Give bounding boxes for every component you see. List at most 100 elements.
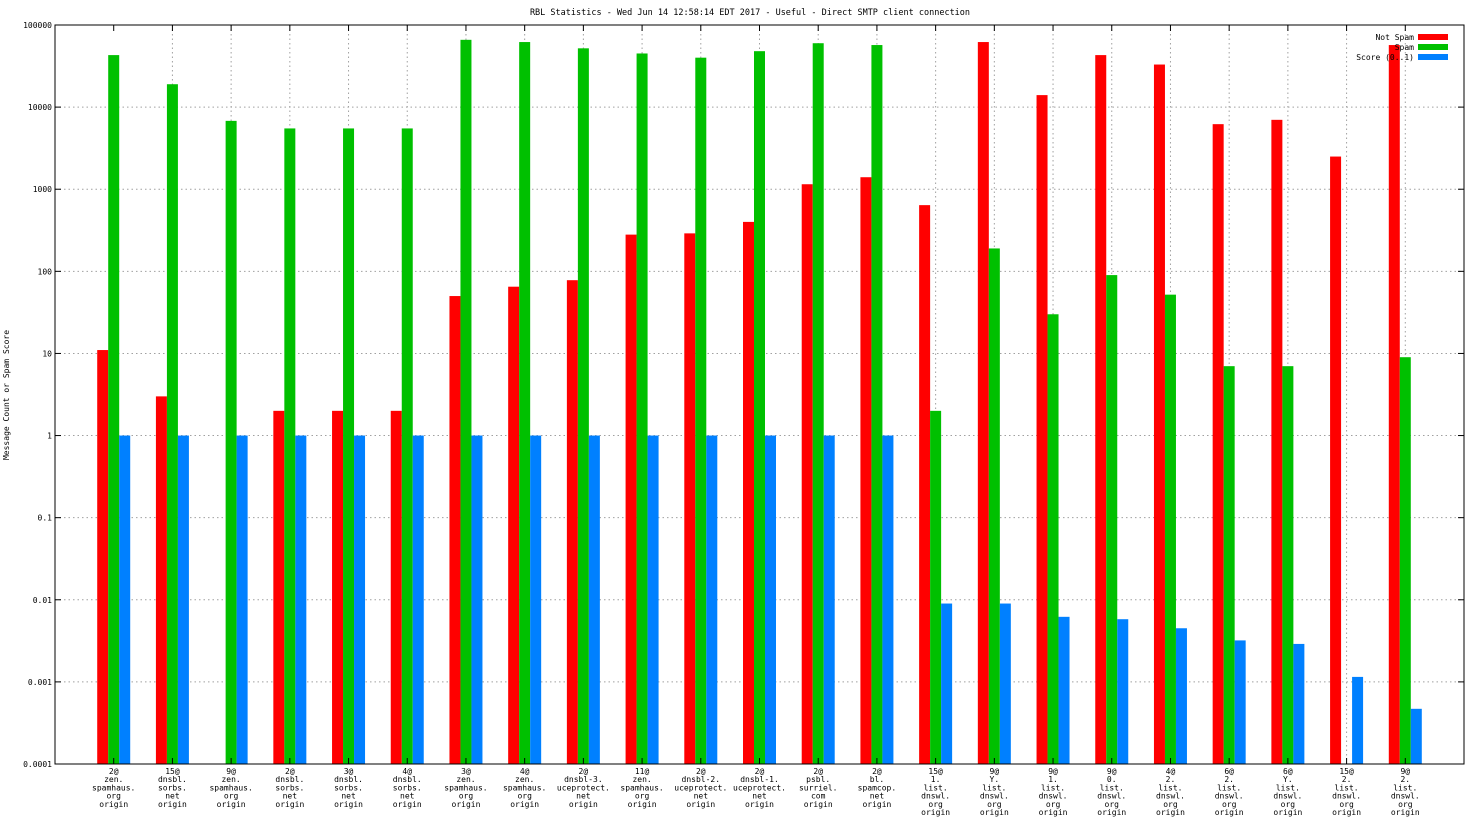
bar-not-spam (801, 184, 813, 764)
x-tick-label: 9@ 2. list. dnswl. org origin (1391, 767, 1420, 817)
bar-spam (871, 45, 883, 764)
bar-not-spam (1271, 119, 1283, 765)
y-tick-label: 1000 (33, 185, 52, 194)
y-tick-label: 0.001 (28, 678, 52, 687)
x-tick-label: 15@ dnsbl. sorbs. net origin (158, 767, 187, 809)
bar-spam (108, 55, 120, 764)
bar-not-spam (273, 410, 285, 764)
legend-swatch (1418, 54, 1448, 60)
bar-not-spam (566, 280, 578, 764)
bar-spam (812, 43, 824, 764)
bar-score-0-1 (1175, 628, 1187, 764)
bar-score-0-1 (412, 435, 424, 764)
bar-not-spam (155, 396, 167, 764)
bar-score-0-1 (1117, 619, 1129, 764)
bar-not-spam (1095, 55, 1107, 764)
legend-label: Spam (1395, 43, 1414, 52)
bar-spam (519, 42, 531, 765)
y-tick-label: 10 (42, 349, 52, 358)
y-axis-label: Message Count or Spam Score (2, 330, 11, 460)
bar-spam (401, 128, 413, 764)
x-tick-label: 6@ Y. list. dnswl. org origin (1273, 767, 1302, 817)
bar-not-spam (919, 205, 931, 765)
bar-spam (577, 48, 589, 765)
x-tick-label: 9@ 0. list. dnswl. org origin (1097, 767, 1126, 817)
bar-spam (1223, 366, 1235, 764)
bar-not-spam (449, 296, 461, 764)
x-tick-label: 11@ zen. spamhaus. org origin (620, 767, 663, 809)
y-tick-label: 100 (38, 267, 53, 276)
chart-title: RBL Statistics - Wed Jun 14 12:58:14 EDT… (530, 8, 970, 18)
bar-not-spam (1330, 156, 1342, 764)
legend-swatch (1418, 34, 1448, 40)
bar-not-spam (332, 410, 344, 764)
bar-score-0-1 (882, 435, 894, 764)
bar-not-spam (1388, 45, 1400, 764)
x-tick-label: 15@ 2. list. dnswl. org origin (1332, 767, 1361, 817)
y-tick-label: 100000 (23, 21, 52, 30)
legend-label: Not Spam (1375, 33, 1414, 42)
y-tick-label: 0.0001 (23, 760, 52, 769)
x-tick-label: 4@ zen. spamhaus. org origin (503, 767, 546, 809)
x-tick-label: 9@ zen. spamhaus. org origin (209, 767, 252, 809)
bar-score-0-1 (941, 603, 953, 764)
bar-spam (636, 53, 648, 765)
bar-spam (225, 120, 237, 764)
bar-score-0-1 (1352, 676, 1364, 764)
bar-score-0-1 (647, 435, 659, 764)
x-tick-label: 2@ bl. spamcop. net origin (858, 767, 897, 809)
x-tick-label: 2@ dnsbl-2. uceprotect. net origin (674, 767, 727, 809)
bar-spam (930, 410, 942, 764)
bar-score-0-1 (1410, 708, 1422, 764)
bar-score-0-1 (471, 435, 483, 764)
bar-spam (988, 248, 1000, 764)
x-tick-label: 3@ zen. spamhaus. org origin (444, 767, 487, 809)
bar-score-0-1 (295, 435, 307, 764)
bar-score-0-1 (706, 435, 718, 764)
bar-not-spam (1212, 124, 1224, 764)
bar-spam (1282, 366, 1294, 764)
bar-spam (166, 84, 178, 764)
bar-score-0-1 (177, 435, 189, 764)
x-tick-label: 3@ dnsbl. sorbs. net origin (334, 767, 363, 809)
bar-score-0-1 (1234, 640, 1246, 764)
x-tick-label: 9@ Y. list. dnswl. org origin (980, 767, 1009, 817)
bar-spam (1164, 294, 1176, 764)
x-tick-label: 2@ dnsbl-3. uceprotect. net origin (557, 767, 610, 809)
legend-swatch (1418, 44, 1448, 50)
bar-not-spam (1153, 64, 1165, 765)
bar-score-0-1 (999, 603, 1011, 764)
bar-score-0-1 (119, 435, 131, 764)
bar-spam (284, 128, 296, 764)
y-tick-label: 0.01 (33, 596, 52, 605)
y-tick-label: 10000 (28, 103, 52, 112)
bar-score-0-1 (530, 435, 542, 764)
bar-score-0-1 (1058, 616, 1070, 764)
legend-label: Score (0..1) (1356, 53, 1414, 62)
x-tick-label: 4@ dnsbl. sorbs. net origin (393, 767, 422, 809)
x-tick-label: 6@ 2. list. dnswl. org origin (1215, 767, 1244, 817)
bar-not-spam (390, 410, 402, 764)
bar-spam (1106, 275, 1118, 764)
y-tick-label: 1 (47, 432, 52, 441)
bar-score-0-1 (1293, 643, 1305, 764)
bar-score-0-1 (823, 435, 835, 764)
bar-spam (1399, 357, 1411, 764)
bar-spam (754, 51, 765, 764)
x-tick-label: 2@ psbl. surriel. com origin (799, 767, 838, 809)
x-tick-label: 4@ 2. list. dnswl. org origin (1156, 767, 1185, 817)
bar-spam (460, 39, 472, 765)
bar-not-spam (977, 42, 989, 765)
bars (97, 39, 1422, 765)
bar-score-0-1 (236, 435, 248, 764)
bar-spam (1047, 314, 1059, 764)
bar-not-spam (625, 234, 637, 764)
bar-not-spam (508, 286, 520, 764)
bar-not-spam (860, 177, 872, 764)
bar-spam (343, 128, 355, 764)
bar-not-spam (1036, 95, 1048, 765)
x-tick-label: 2@ dnsbl-1. uceprotect. net origin (733, 767, 786, 809)
